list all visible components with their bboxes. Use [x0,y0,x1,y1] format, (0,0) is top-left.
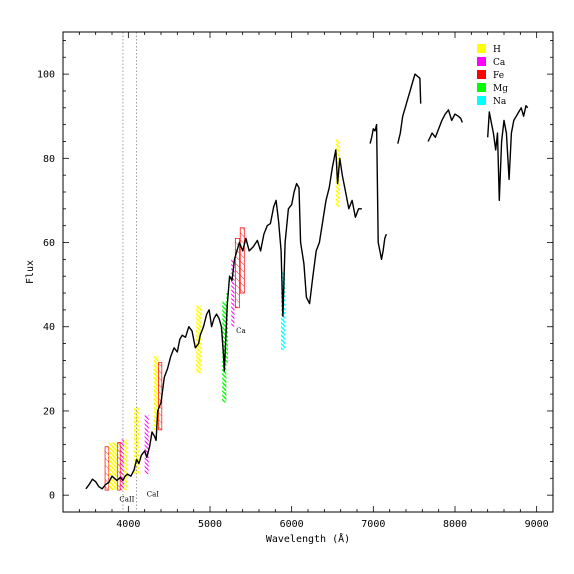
legend-swatch-ca [477,57,486,66]
x-tick-label: 8000 [443,519,467,530]
band-h-5 [124,439,128,491]
spectrum-segment-1 [369,123,388,261]
band-ca-13 [231,259,235,327]
legend-swatch-h [477,44,486,53]
band-h-1 [108,442,114,491]
spectrum-segment-4 [487,105,529,202]
spectrum-segment-3 [427,109,463,142]
y-tick-label: 40 [43,322,55,333]
legend-label-mg: Mg [493,84,508,94]
y-tick-label: 80 [43,154,55,165]
y-tick-label: 60 [43,238,55,249]
y-tick-label: 100 [37,70,55,81]
band-h-8 [153,356,159,430]
band-mg-12 [226,293,228,363]
band-fe-15 [239,227,245,294]
legend-swatch-fe [477,70,486,79]
legend-swatch-mg [477,83,486,92]
annotation-ca: Ca [236,327,246,335]
y-axis-label: Flux [25,260,36,284]
annotations: CaII CaI Ca [119,327,245,503]
band-ca-7 [144,415,149,475]
y-tick-label: 20 [43,406,55,417]
annotation-cai: CaI [147,490,160,498]
legend-swatch-na [477,96,486,105]
x-tick-label: 6000 [280,519,304,530]
band-ca-4 [120,439,124,491]
y-tick-label: 0 [49,491,55,502]
spectrum-series [85,73,529,490]
x-tick-label: 7000 [361,519,385,530]
legend: H Ca Fe Mg Na [477,44,508,107]
band-fe-14 [234,237,240,309]
reference-lines [122,32,137,512]
band-mg-11 [222,301,227,403]
band-h-17 [335,139,340,207]
axis-ticks: 4000 5000 6000 7000 8000 9000 0 20 40 60 80 100 [37,32,554,530]
spectrum-segment-0 [85,149,362,490]
x-tick-label: 4000 [116,519,140,530]
band-fe-3 [117,442,121,491]
spectrum-segment-2 [397,73,422,144]
x-tick-label: 5000 [198,519,222,530]
band-h-2 [113,442,118,491]
legend-label-ca: Ca [493,58,506,68]
annotation-caii: CaII [119,495,134,503]
legend-label-fe: Fe [493,71,504,81]
legend-label-na: Na [493,97,507,107]
x-axis-label: Wavelength (Å) [266,532,350,545]
band-h-10 [196,305,202,374]
band-h-6 [134,406,139,475]
legend-label-h: H [493,45,501,55]
element-bands [104,139,340,491]
x-tick-label: 9000 [525,519,549,530]
